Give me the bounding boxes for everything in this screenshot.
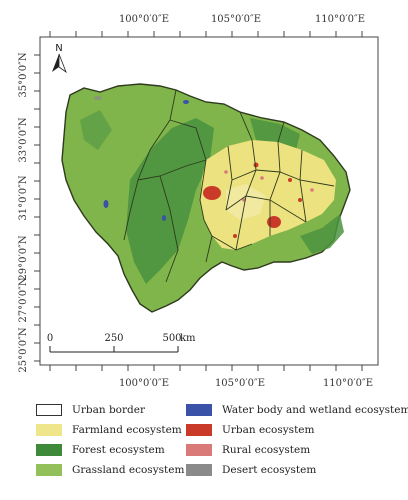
legend-label: Desert ecosystem (222, 464, 317, 476)
grassland-swatch-icon (36, 464, 62, 476)
legend-label: Farmland ecosystem (72, 424, 182, 436)
legend-label: Forest ecosystem (72, 444, 165, 456)
lat-label-35: 35°0′0″N (18, 52, 29, 97)
bottom-lon-label-110: 110°0′0″E (323, 378, 373, 389)
legend-label: Water body and wetland ecosystem (222, 404, 408, 416)
bottom-lon-label-105: 105°0′0″E (215, 378, 265, 389)
outline-box-icon (36, 404, 62, 416)
legend-item-desert: Desert ecosystem (186, 462, 316, 478)
top-lon-label-100: 100°0′0″E (119, 14, 169, 25)
legend-item-farmland: Farmland ecosystem (36, 422, 182, 438)
legend-item-forest: Forest ecosystem (36, 442, 165, 458)
legend-item-water: Water body and wetland ecosystem (186, 402, 408, 418)
legend-item-rural: Rural ecosystem (186, 442, 310, 458)
legend-label: Urban ecosystem (222, 424, 315, 436)
scale-tick-250: 250 (104, 333, 123, 344)
map-figure: 100°0′0″E 105°0′0″E 110°0′0″E 100°0′0″E … (18, 14, 379, 389)
lat-label-27: 27°0′0″N (18, 277, 29, 322)
forest-swatch-icon (36, 444, 62, 456)
scale-unit: km (180, 333, 196, 344)
north-label: N (55, 43, 62, 54)
scale-bar (49, 346, 179, 353)
province-landmass (61, 83, 351, 313)
scale-tick-0: 0 (47, 333, 53, 344)
north-arrow-icon (52, 53, 67, 74)
urban-swatch-icon (186, 424, 212, 436)
bottom-longitude-ticks (49, 365, 363, 371)
legend-item-urban-border: Urban border (36, 402, 145, 418)
legend-label: Grassland ecosystem (72, 464, 185, 476)
legend-item-grassland: Grassland ecosystem (36, 462, 184, 478)
scale-tick-500: 500 (162, 333, 181, 344)
farmland-swatch-icon (36, 424, 62, 436)
water-swatch-icon (186, 404, 212, 416)
top-lon-label-110: 110°0′0″E (315, 14, 365, 25)
legend-label: Urban border (72, 404, 145, 416)
lat-label-33: 33°0′0″N (18, 117, 29, 162)
top-lon-label-105: 105°0′0″E (211, 14, 261, 25)
desert-swatch-icon (186, 464, 212, 476)
left-latitude-ticks (34, 54, 40, 362)
bottom-lon-label-100: 100°0′0″E (119, 378, 169, 389)
lat-label-31: 31°0′0″N (18, 175, 29, 220)
legend-label: Rural ecosystem (222, 444, 311, 456)
lat-label-29: 29°0′0″N (18, 235, 29, 280)
legend-item-urban: Urban ecosystem (186, 422, 314, 438)
rural-swatch-icon (186, 444, 212, 456)
top-longitude-ticks (49, 31, 363, 37)
lat-label-25: 25°0′0″N (18, 327, 29, 372)
